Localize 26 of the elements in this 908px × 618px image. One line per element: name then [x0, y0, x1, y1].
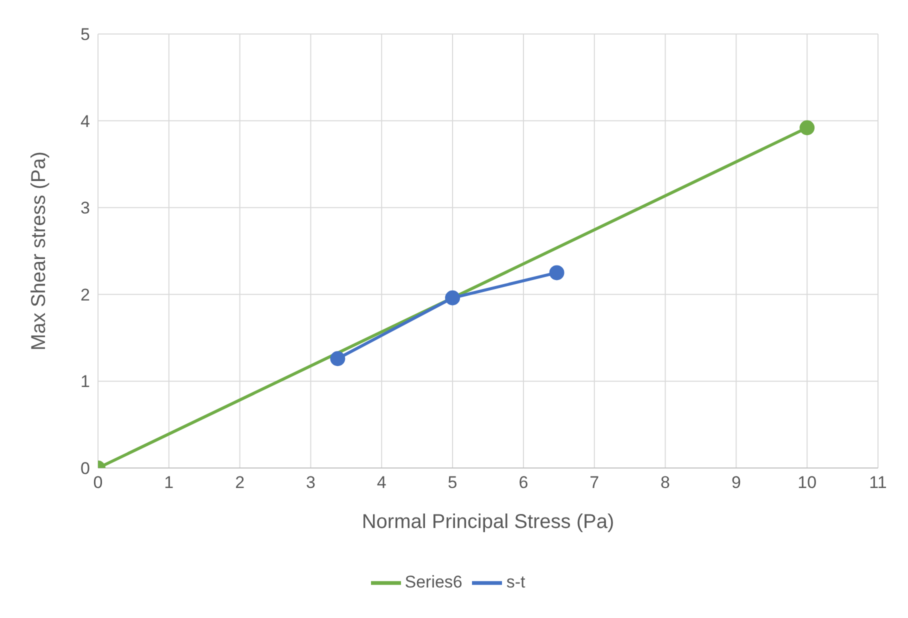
x-tick-label: 4 [376, 473, 386, 492]
x-tick-label: 9 [731, 473, 741, 492]
x-tick-label: 2 [235, 473, 245, 492]
x-tick-label: 0 [93, 473, 103, 492]
x-tick-label: 1 [164, 473, 174, 492]
y-tick-label: 5 [80, 25, 90, 44]
x-axis-title: Normal Principal Stress (Pa) [362, 511, 614, 533]
x-tick-label: 11 [869, 473, 887, 492]
x-tick-label: 8 [660, 473, 670, 492]
x-tick-label: 6 [518, 473, 528, 492]
x-tick-label: 10 [798, 473, 817, 492]
x-tick-label: 7 [590, 473, 600, 492]
point [549, 265, 564, 280]
y-tick-label: 1 [80, 372, 90, 392]
y-axis-title: Max Shear stress (Pa) [28, 152, 50, 350]
y-tick-label: 3 [80, 198, 90, 218]
x-tick-label: 3 [306, 473, 316, 492]
y-tick-label: 4 [80, 112, 90, 131]
y-tick-label: 2 [80, 285, 90, 304]
legend-label: s-t [506, 572, 526, 592]
point [445, 290, 460, 306]
point [330, 351, 346, 366]
x-tick-label: 5 [448, 473, 458, 492]
y-tick-label: 0 [80, 459, 90, 478]
legend-label: Series6 [404, 572, 462, 592]
point [800, 120, 815, 136]
